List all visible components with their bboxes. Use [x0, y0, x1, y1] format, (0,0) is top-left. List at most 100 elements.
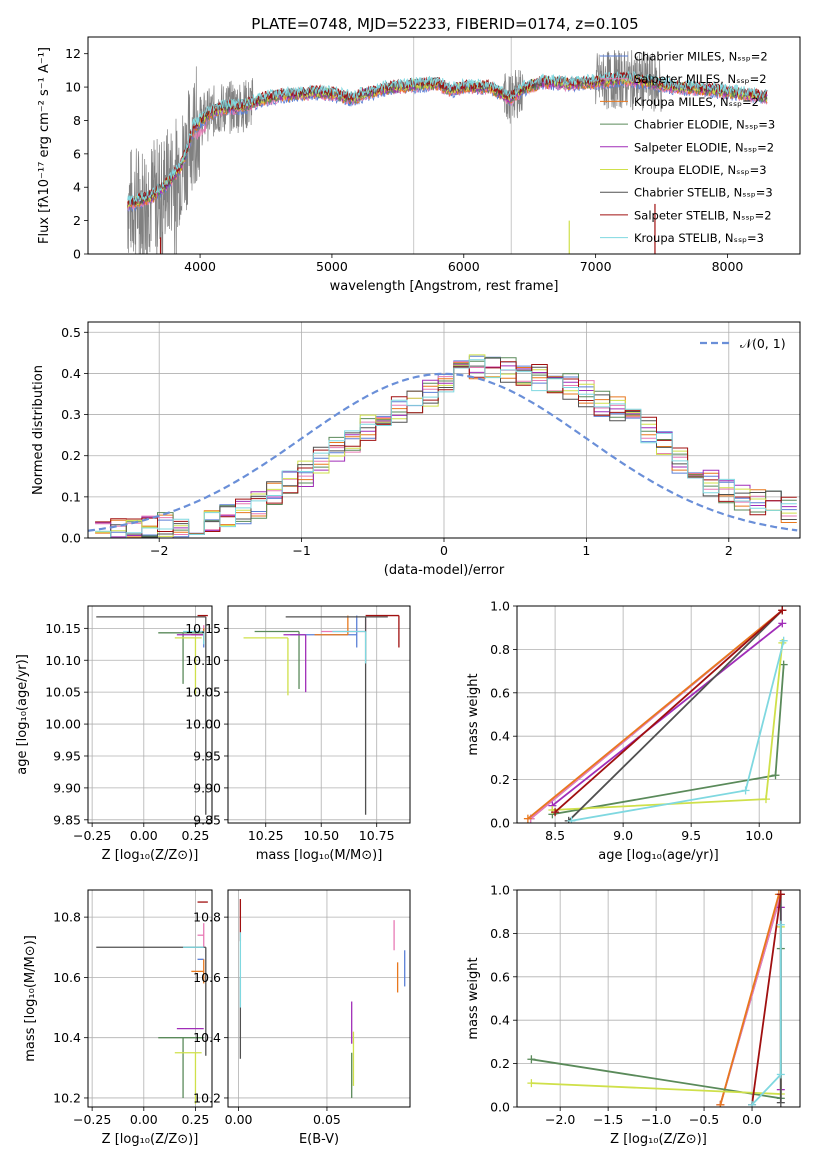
y-tick-label: 9.85	[193, 812, 221, 827]
marker-kroupa_elodie	[761, 795, 770, 804]
series-chabrier_stelib	[568, 609, 783, 822]
y-tick-label: 0.5	[61, 325, 81, 340]
x-tick-label: −1.0	[641, 1112, 671, 1127]
panel-weight-vs-Z: −2.0 −1.5 −1.0 −0.5 0.0 0.0 0.2 0.4 0.6 0.8 1.0 Z […	[466, 883, 801, 1147]
series-salpeter_stelib	[554, 609, 783, 813]
point-kroupa_elodie	[243, 637, 289, 696]
y-tick-label: 0.8	[490, 642, 510, 657]
y-tick-label: 10.00	[45, 717, 81, 732]
hist-kroupa_miles	[95, 362, 797, 538]
x-axis-label: E(B-V)	[299, 1132, 339, 1147]
marker-kroupa_miles	[523, 814, 532, 823]
marker-chabrier_elodie	[527, 1055, 536, 1064]
marker-chabrier_stelib	[776, 1098, 785, 1107]
y-axis-label: age [log₁₀(age/yr)]	[15, 654, 30, 775]
axes-frame	[227, 605, 411, 824]
x-axis-label: (data-model)/error	[384, 563, 505, 578]
point-chabrier_stelib	[96, 946, 207, 1056]
legend-label-salpeter_elodie: Salpeter ELODIE, Nₛₛₚ=2	[634, 140, 774, 154]
x-tick-label: 0	[440, 543, 448, 558]
axes-frame	[87, 321, 801, 539]
y-tick-label: 9.90	[53, 780, 81, 795]
x-tick-label: 0.05	[313, 1112, 341, 1127]
marker-kroupa_stelib	[741, 786, 750, 795]
marker-kroupa_stelib	[748, 1100, 757, 1107]
normal-curve	[88, 372, 798, 532]
y-tick-label: 10.15	[185, 621, 221, 636]
figure-title: PLATE=0748, MJD=52233, FIBERID=0174, z=0…	[251, 15, 638, 33]
legend-label-kroupa_stelib: Kroupa STELIB, Nₛₛₚ=3	[634, 231, 764, 245]
x-tick-label: 10.75	[359, 828, 395, 843]
point-kroupa_stelib	[183, 630, 205, 645]
legend-label-chabrier_miles: Chabrier MILES, Nₛₛₚ=2	[634, 50, 768, 64]
hist-kroupa_stelib	[95, 359, 797, 538]
y-tick-label: 6	[73, 146, 81, 161]
y-tick-label: 9.95	[193, 748, 221, 763]
x-tick-label: 7000	[580, 259, 612, 274]
x-tick-label: 2	[725, 543, 733, 558]
y-tick-label: 1.0	[490, 599, 510, 614]
series-salpeter_stelib	[751, 894, 782, 1105]
marker-chabrier_elodie	[771, 771, 780, 780]
plot-area-mass-vs-ebv	[228, 890, 410, 1107]
y-tick-label: 0.2	[490, 772, 510, 787]
marker-salpeter_elodie	[778, 619, 787, 628]
legend-label-normal: 𝒩(0, 1)	[740, 336, 786, 351]
x-tick-label: −1.5	[593, 1112, 623, 1127]
point-salpeter_miles	[321, 618, 367, 633]
y-tick-label: 10.2	[193, 1090, 221, 1105]
marker-chabrier_elodie	[779, 660, 788, 669]
marker-kroupa_miles	[716, 1100, 725, 1107]
y-tick-label: 9.85	[53, 812, 81, 827]
x-tick-label: −2.0	[545, 1112, 575, 1127]
hist-salpeter_stelib	[95, 361, 797, 535]
y-tick-label: 0.0	[490, 1100, 510, 1115]
x-tick-label: −2	[150, 543, 168, 558]
point-salpeter_elodie	[283, 634, 307, 693]
marker-kroupa_stelib	[779, 636, 788, 645]
x-tick-label: 4000	[184, 259, 216, 274]
y-tick-label: 0.6	[490, 969, 510, 984]
y-tick-label: 0.2	[61, 448, 81, 463]
y-tick-label: 0	[73, 247, 81, 262]
series-kroupa_miles	[527, 609, 783, 820]
x-axis-label: mass [log₁₀(M/M⊙)]	[256, 848, 383, 863]
y-axis-label: mass weight	[466, 673, 481, 755]
panel-age-vs-mass: 10.25 10.50 10.75 9.85 9.90 9.95 10.00 10.05 10.…	[185, 605, 411, 863]
marker-salpeter_stelib	[776, 890, 785, 899]
y-tick-label: 9.90	[193, 780, 221, 795]
point-chabrier_elodie	[158, 632, 204, 684]
y-tick-label: 10.15	[45, 621, 81, 636]
y-axis-label: Flux [fλ10⁻¹⁷ erg cm⁻² s⁻¹ A⁻¹]	[37, 47, 52, 244]
hist-chabrier_stelib	[95, 357, 797, 538]
axes-frame	[227, 889, 411, 1108]
point-chabrier_stelib	[96, 616, 207, 815]
x-tick-label: 6000	[448, 259, 480, 274]
y-tick-label: 10.8	[53, 910, 81, 925]
x-tick-label: 0.0	[742, 1112, 762, 1127]
hist-salpeter_elodie	[95, 363, 797, 538]
y-tick-label: 10.6	[193, 970, 221, 985]
y-tick-label: 0.1	[61, 489, 81, 504]
legend-label-salpeter_miles: Salpeter MILES, Nₛₛₚ=2	[634, 72, 767, 86]
point-kroupa_miles	[191, 959, 205, 984]
axes-frame	[87, 605, 213, 824]
x-tick-label: 8000	[712, 259, 744, 274]
y-tick-label: 0.6	[490, 685, 510, 700]
legend-label-chabrier_elodie: Chabrier ELODIE, Nₛₛₚ=3	[634, 118, 775, 132]
hist-salpeter_miles	[95, 361, 797, 535]
series-chabrier_elodie	[552, 664, 785, 816]
x-tick-label: 10.50	[303, 828, 339, 843]
marker-salpeter_stelib	[778, 606, 787, 615]
hist-kroupa_elodie	[95, 354, 797, 537]
plot-area-mass-vs-Z	[88, 890, 212, 1107]
legend-label-kroupa_elodie: Kroupa ELODIE, Nₛₛₚ=3	[634, 163, 767, 177]
x-tick-label: 0.25	[182, 1112, 210, 1127]
plot-area-weight-vs-age	[517, 606, 800, 823]
series-salpeter_elodie	[551, 622, 783, 807]
x-tick-label: 9.0	[613, 828, 633, 843]
y-tick-label: 0.3	[61, 407, 81, 422]
y-tick-label: 10.6	[53, 970, 81, 985]
legend-label-chabrier_stelib: Chabrier STELIB, Nₛₛₚ=3	[634, 186, 773, 200]
